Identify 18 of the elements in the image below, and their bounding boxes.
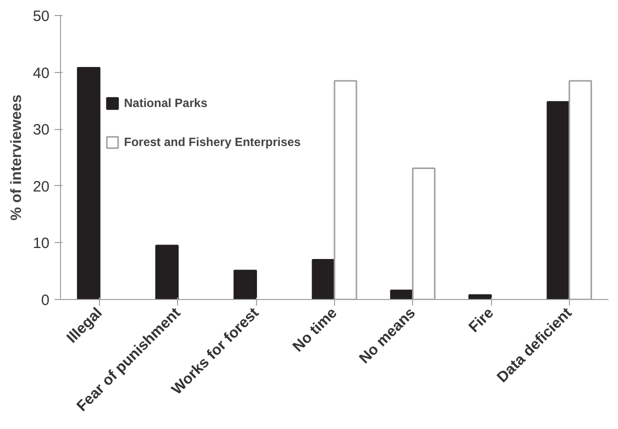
y-tick-label: 20: [32, 178, 50, 196]
bar: [155, 244, 179, 300]
y-tick-label: 10: [32, 235, 50, 252]
legend-label: Forest and Fishery Enterprises: [124, 135, 301, 149]
bar: [390, 290, 414, 300]
legend-label: National Parks: [124, 96, 208, 110]
bar: [76, 67, 100, 300]
y-tick-label: 50: [32, 8, 50, 25]
y-tick-label: 30: [32, 122, 50, 139]
bar: [546, 101, 570, 300]
bar: [468, 294, 492, 300]
x-tick-label: Fire: [466, 304, 498, 336]
x-tick-label: No time: [290, 304, 341, 356]
y-tick-label: 40: [32, 64, 50, 82]
bar: [312, 258, 336, 300]
y-tick-label: 0: [41, 292, 50, 309]
y-axis-title: % of interviewees: [8, 94, 25, 220]
bar: [234, 270, 257, 300]
